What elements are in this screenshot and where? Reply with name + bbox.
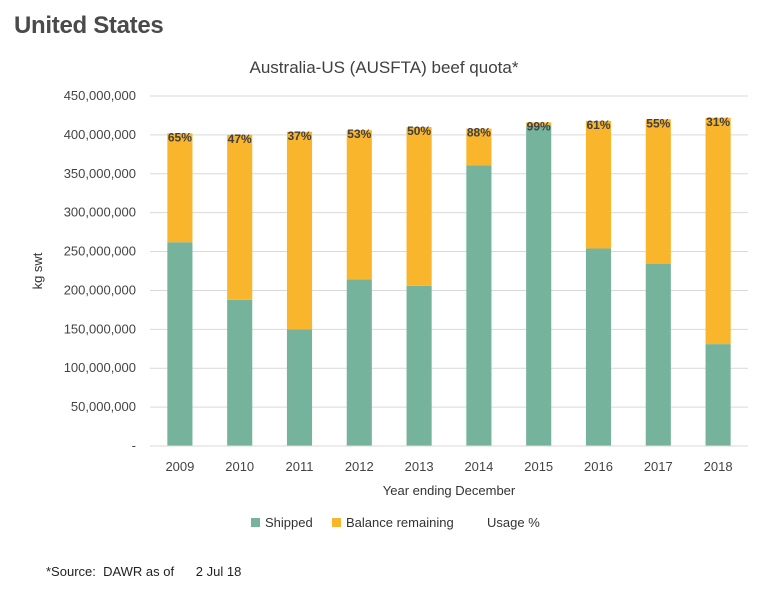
bar-balance-2009 [167, 133, 193, 243]
y-axis-ticks: - 50,000,000 100,000,000 150,000,000 200,000… [64, 88, 136, 453]
source-note: *Source: DAWR as of 2 Jul 18 [46, 564, 242, 579]
bar-shipped-2012 [346, 279, 372, 446]
usage-label-2013: 50% [407, 124, 431, 138]
legend-shipped: Shipped [265, 515, 313, 530]
legend-shipped-swatch [251, 518, 260, 527]
bar-shipped-2016 [585, 248, 612, 446]
bar-shipped-2011 [286, 329, 313, 446]
bar-balance-2018 [705, 117, 731, 345]
x-tick-label: 2016 [584, 459, 613, 474]
y-tick-label: 100,000,000 [64, 360, 136, 375]
x-tick-label: 2012 [345, 459, 374, 474]
legend: Shipped Balance remaining Usage % [251, 515, 540, 530]
legend-balance-remaining-swatch [332, 518, 341, 527]
x-tick-label: 2015 [524, 459, 553, 474]
usage-labels: 65% 47% 37% 53% 50% 88% 99% 61% 55% 31% [168, 115, 731, 146]
y-tick-label: - [132, 438, 136, 453]
y-tick-label: 350,000,000 [64, 166, 136, 181]
bar-shipped-2017 [645, 264, 671, 446]
x-axis-title: Year ending December [383, 483, 516, 498]
bars [167, 117, 731, 447]
legend-usage: Usage % [487, 515, 540, 530]
page-heading: United States [14, 12, 164, 39]
bar-balance-2012 [346, 130, 372, 280]
bar-shipped-2015 [526, 125, 552, 447]
bar-shipped-2014 [466, 165, 492, 446]
x-tick-label: 2011 [286, 459, 314, 474]
usage-label-2009: 65% [168, 130, 192, 144]
usage-label-2016: 61% [586, 118, 610, 132]
legend-balance-remaining: Balance remaining [346, 515, 454, 530]
y-tick-label: 150,000,000 [64, 321, 136, 336]
bar-shipped-2009 [167, 242, 193, 446]
y-tick-label: 200,000,000 [64, 282, 136, 297]
x-tick-label: 2013 [405, 459, 434, 474]
bar-balance-2013 [406, 127, 432, 286]
y-axis-title: kg swt [30, 252, 45, 289]
y-tick-label: 250,000,000 [64, 244, 136, 259]
x-tick-label: 2010 [225, 459, 254, 474]
usage-label-2012: 53% [347, 127, 371, 141]
bar-balance-2015 [526, 122, 552, 126]
usage-label-2015: 99% [527, 119, 551, 133]
bar-shipped-2018 [705, 344, 731, 446]
bar-shipped-2013 [406, 285, 432, 446]
usage-label-2018: 31% [706, 115, 730, 129]
bar-balance-2010 [227, 134, 253, 300]
bar-balance-2017 [645, 119, 671, 264]
x-tick-label: 2017 [644, 459, 673, 474]
y-tick-label: 300,000,000 [64, 205, 136, 220]
x-tick-label: 2018 [704, 459, 733, 474]
bar-balance-2014 [466, 128, 492, 166]
chart-title: Australia-US (AUSFTA) beef quota* [249, 58, 519, 77]
y-tick-label: 400,000,000 [64, 127, 136, 142]
bar-balance-2016 [585, 120, 612, 249]
usage-label-2014: 88% [467, 126, 491, 140]
y-tick-label: 450,000,000 [64, 88, 136, 103]
y-tick-label: 50,000,000 [71, 399, 136, 414]
usage-label-2011: 37% [287, 129, 311, 143]
usage-label-2017: 55% [646, 116, 670, 130]
x-tick-label: 2014 [464, 459, 493, 474]
x-tick-label: 2009 [165, 459, 194, 474]
bar-balance-2011 [286, 131, 313, 330]
bar-shipped-2010 [227, 299, 253, 446]
usage-label-2010: 47% [228, 132, 252, 146]
x-axis-ticks: 2009 2010 2011 2012 2013 2014 2015 2016 2017 2018 [165, 459, 732, 474]
